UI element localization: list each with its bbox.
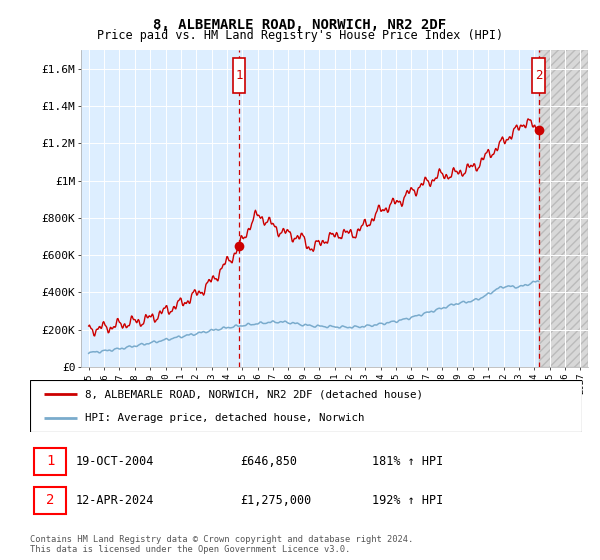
Text: 19-OCT-2004: 19-OCT-2004	[75, 455, 154, 468]
Bar	[539, 50, 588, 367]
Text: 2: 2	[46, 493, 55, 507]
Text: 1: 1	[46, 455, 55, 468]
Text: 181% ↑ HPI: 181% ↑ HPI	[372, 455, 443, 468]
Text: Contains HM Land Registry data © Crown copyright and database right 2024.
This d: Contains HM Land Registry data © Crown c…	[30, 535, 413, 554]
Text: 192% ↑ HPI: 192% ↑ HPI	[372, 494, 443, 507]
Bar	[539, 50, 588, 367]
Bar	[34, 448, 67, 475]
FancyBboxPatch shape	[532, 58, 545, 93]
Bar	[34, 487, 67, 514]
Text: £1,275,000: £1,275,000	[240, 494, 311, 507]
Text: 2: 2	[535, 69, 542, 82]
Text: 12-APR-2024: 12-APR-2024	[75, 494, 154, 507]
Text: Price paid vs. HM Land Registry's House Price Index (HPI): Price paid vs. HM Land Registry's House …	[97, 29, 503, 42]
Text: 8, ALBEMARLE ROAD, NORWICH, NR2 2DF (detached house): 8, ALBEMARLE ROAD, NORWICH, NR2 2DF (det…	[85, 389, 423, 399]
FancyBboxPatch shape	[233, 58, 245, 93]
Text: HPI: Average price, detached house, Norwich: HPI: Average price, detached house, Norw…	[85, 413, 365, 423]
Text: £646,850: £646,850	[240, 455, 297, 468]
Text: 1: 1	[235, 69, 243, 82]
Text: 8, ALBEMARLE ROAD, NORWICH, NR2 2DF: 8, ALBEMARLE ROAD, NORWICH, NR2 2DF	[154, 18, 446, 32]
